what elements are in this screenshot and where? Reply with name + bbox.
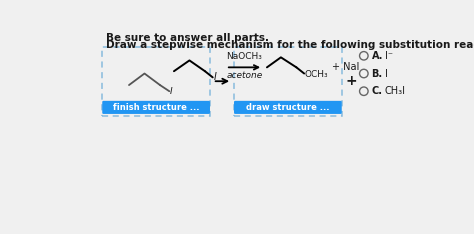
Text: Be sure to answer all parts.: Be sure to answer all parts. bbox=[106, 33, 269, 43]
Text: I⁻: I⁻ bbox=[385, 51, 393, 61]
Bar bbox=[234, 47, 342, 116]
Text: draw structure ...: draw structure ... bbox=[246, 103, 329, 112]
FancyBboxPatch shape bbox=[102, 101, 210, 114]
Text: B.: B. bbox=[372, 69, 383, 79]
Text: finish structure ...: finish structure ... bbox=[113, 103, 200, 112]
Text: + NaI: + NaI bbox=[332, 62, 359, 72]
Text: A.: A. bbox=[372, 51, 383, 61]
Text: I: I bbox=[385, 69, 388, 79]
Text: Draw a stepwise mechanism for the following substitution reaction:: Draw a stepwise mechanism for the follow… bbox=[106, 40, 474, 50]
Text: CH₃I: CH₃I bbox=[385, 86, 406, 96]
Text: NaOCH₃: NaOCH₃ bbox=[227, 52, 263, 61]
Text: +: + bbox=[346, 74, 357, 88]
Text: C.: C. bbox=[372, 86, 383, 96]
Bar bbox=[102, 47, 210, 116]
Text: I: I bbox=[213, 72, 216, 82]
Text: acetone: acetone bbox=[227, 71, 263, 80]
Text: OCH₃: OCH₃ bbox=[305, 70, 328, 79]
FancyBboxPatch shape bbox=[234, 101, 342, 114]
Text: I: I bbox=[170, 87, 173, 96]
